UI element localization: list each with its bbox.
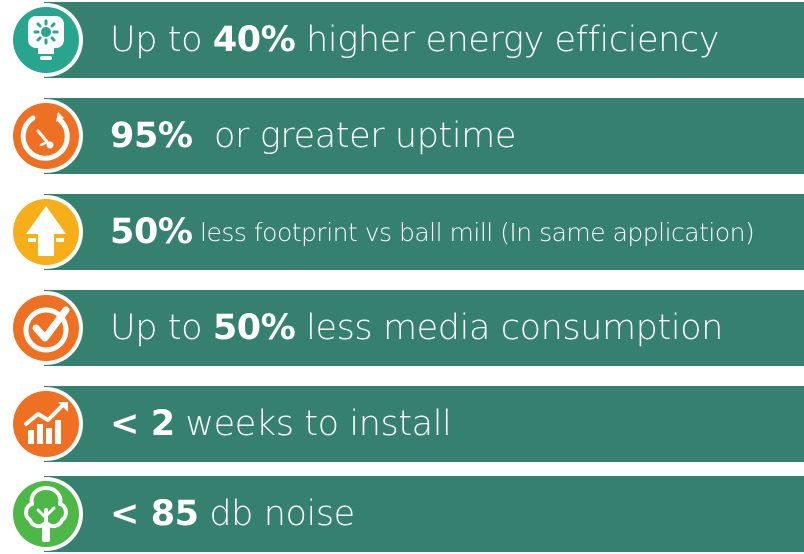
feature-bar xyxy=(44,2,804,78)
feature-text: Up to 40% higher energy efficiency xyxy=(110,20,720,60)
tree-icon xyxy=(8,476,84,552)
footprint-arrow-icon xyxy=(8,194,84,270)
gauge-icon xyxy=(8,98,84,174)
feature-text: < 85 db noise xyxy=(110,494,355,534)
feature-row-energy: Up to 40% higher energy efficiency xyxy=(0,0,804,80)
feature-row-footprint: 50% less footprint vs ball mill (In same… xyxy=(0,192,804,272)
feature-text: < 2 weeks to install xyxy=(110,404,452,444)
feature-bar xyxy=(44,386,804,462)
feature-bar xyxy=(44,476,804,552)
feature-row-noise: < 85 db noise xyxy=(0,474,804,554)
feature-text: Up to 50% less media consumption xyxy=(110,308,723,348)
feature-row-uptime: 95% or greater uptime xyxy=(0,96,804,176)
lightbulb-icon xyxy=(8,2,84,78)
checkmark-circle-icon xyxy=(8,290,84,366)
feature-text: 95% or greater uptime xyxy=(110,116,517,156)
feature-bar xyxy=(44,290,804,366)
feature-row-install: < 2 weeks to install xyxy=(0,384,804,464)
feature-bar xyxy=(44,194,804,270)
growth-chart-icon xyxy=(8,386,84,462)
feature-text: 50% less footprint vs ball mill (In same… xyxy=(110,212,755,252)
feature-bar xyxy=(44,98,804,174)
feature-row-media: Up to 50% less media consumption xyxy=(0,288,804,368)
